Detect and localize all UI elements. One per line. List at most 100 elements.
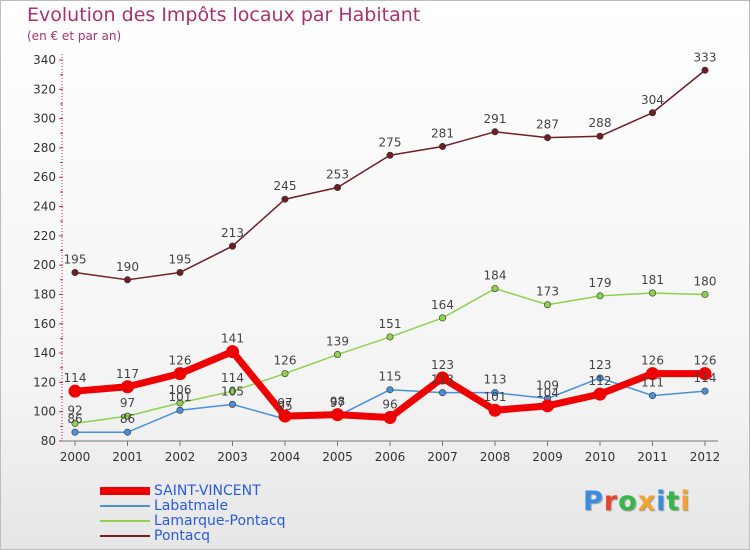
- logo-letter: x: [637, 486, 657, 517]
- data-label-labatmale: 111: [641, 376, 664, 390]
- x-tick-label: 2003: [217, 450, 248, 464]
- data-point-lamarque-pontacq: [648, 289, 656, 297]
- data-label-pontacq: 333: [694, 50, 717, 64]
- data-label-lamarque-pontacq: 92: [67, 403, 82, 417]
- x-tick-label: 2011: [637, 450, 668, 464]
- data-label-saint-vincent: 141: [221, 332, 244, 346]
- data-label-lamarque-pontacq: 151: [379, 317, 402, 331]
- y-tick-label: 340: [33, 53, 56, 67]
- data-point-labatmale: [386, 386, 394, 394]
- data-label-pontacq: 281: [431, 126, 454, 140]
- data-label-saint-vincent: 114: [64, 371, 87, 385]
- legend-swatch-lamarque-pontacq: [100, 520, 150, 522]
- data-label-saint-vincent: 117: [116, 367, 139, 381]
- y-tick-label: 100: [33, 405, 56, 419]
- data-point-saint-vincent: [383, 411, 397, 425]
- data-label-lamarque-pontacq: 184: [484, 269, 507, 283]
- x-tick-label: 2001: [112, 450, 143, 464]
- data-point-lamarque-pontacq: [229, 387, 237, 395]
- data-point-pontacq: [543, 134, 551, 142]
- data-label-pontacq: 287: [536, 118, 559, 132]
- legend-swatch-labatmale: [100, 505, 150, 507]
- x-tick-label: 2000: [60, 450, 91, 464]
- x-tick-label: 2008: [480, 450, 511, 464]
- data-label-lamarque-pontacq: 114: [221, 371, 244, 385]
- data-label-lamarque-pontacq: 173: [536, 285, 559, 299]
- data-point-labatmale: [176, 406, 184, 414]
- data-point-pontacq: [281, 195, 289, 203]
- data-label-saint-vincent: 104: [536, 386, 559, 400]
- x-tick-label: 2002: [165, 450, 196, 464]
- data-point-labatmale: [596, 374, 604, 382]
- data-label-lamarque-pontacq: 179: [589, 276, 612, 290]
- data-label-pontacq: 245: [274, 179, 297, 193]
- chart-data-labels: 195 190 195 213 245 253 275 281 291 287 288 304 333 9…: [64, 50, 717, 426]
- logo-letter: t: [666, 486, 681, 517]
- legend-label-pontacq: Pontacq: [154, 528, 211, 544]
- data-point-lamarque-pontacq: [333, 351, 341, 359]
- data-label-saint-vincent: 112: [589, 374, 612, 388]
- data-label-labatmale: 113: [484, 373, 507, 387]
- x-tick-label: 2005: [322, 450, 353, 464]
- data-label-labatmale: 101: [169, 390, 192, 404]
- x-tick-label: 2012: [690, 450, 721, 464]
- y-tick-label: 320: [33, 82, 56, 96]
- y-tick-label: 120: [33, 375, 56, 389]
- data-label-lamarque-pontacq: 126: [274, 354, 297, 368]
- data-point-saint-vincent: [331, 408, 344, 422]
- y-tick-label: 200: [33, 258, 56, 272]
- x-tick-label: 2006: [375, 450, 406, 464]
- data-point-saint-vincent: [593, 387, 607, 401]
- data-point-pontacq: [71, 268, 79, 276]
- data-label-pontacq: 190: [116, 260, 139, 274]
- data-label-lamarque-pontacq: 180: [694, 274, 717, 288]
- data-point-saint-vincent: [698, 367, 712, 381]
- data-point-pontacq: [491, 128, 499, 136]
- series-line-pontacq: [74, 69, 706, 281]
- data-point-pontacq: [596, 132, 604, 140]
- data-label-saint-vincent: 101: [484, 390, 507, 404]
- data-label-labatmale: 123: [589, 358, 612, 372]
- x-tick-label: 2010: [585, 450, 616, 464]
- y-tick-label: 140: [33, 346, 56, 360]
- data-point-pontacq: [438, 142, 446, 150]
- data-label-labatmale: 113: [431, 373, 454, 387]
- data-point-pontacq: [701, 66, 709, 74]
- data-point-saint-vincent: [488, 403, 502, 417]
- data-label-lamarque-pontacq: 181: [641, 273, 664, 287]
- data-point-saint-vincent: [68, 384, 82, 398]
- data-label-lamarque-pontacq: 139: [326, 335, 349, 349]
- proxiti-logo: Proxiti: [583, 486, 691, 517]
- data-point-lamarque-pontacq: [438, 314, 446, 322]
- data-point-lamarque-pontacq: [543, 301, 551, 309]
- data-label-pontacq: 253: [326, 167, 349, 181]
- data-label-pontacq: 195: [169, 252, 192, 266]
- data-point-labatmale: [124, 428, 132, 436]
- data-label-labatmale: 105: [221, 384, 244, 398]
- legend-swatch-pontacq: [100, 535, 150, 537]
- data-label-pontacq: 291: [484, 112, 507, 126]
- data-label-lamarque-pontacq: 164: [431, 298, 454, 312]
- data-point-saint-vincent: [278, 409, 292, 423]
- data-point-labatmale: [648, 392, 656, 400]
- data-label-labatmale: 86: [67, 412, 82, 426]
- data-point-lamarque-pontacq: [386, 333, 394, 341]
- data-point-pontacq: [333, 183, 341, 191]
- y-tick-label: 160: [33, 317, 56, 331]
- data-point-saint-vincent: [226, 345, 239, 359]
- data-label-labatmale: 95: [277, 399, 292, 413]
- data-point-saint-vincent: [646, 367, 659, 381]
- y-tick-label: 280: [33, 141, 56, 155]
- data-point-lamarque-pontacq: [491, 285, 499, 293]
- data-point-pontacq: [124, 276, 132, 284]
- data-label-saint-vincent: 126: [694, 354, 717, 368]
- data-point-saint-vincent: [173, 367, 187, 381]
- logo-letter: o: [618, 486, 638, 517]
- data-point-pontacq: [229, 242, 237, 250]
- data-point-lamarque-pontacq: [596, 292, 604, 300]
- y-tick-label: 300: [33, 112, 56, 126]
- logo-letter: i: [680, 486, 691, 517]
- legend-label-saint-vincent: SAINT-VINCENT: [154, 483, 261, 499]
